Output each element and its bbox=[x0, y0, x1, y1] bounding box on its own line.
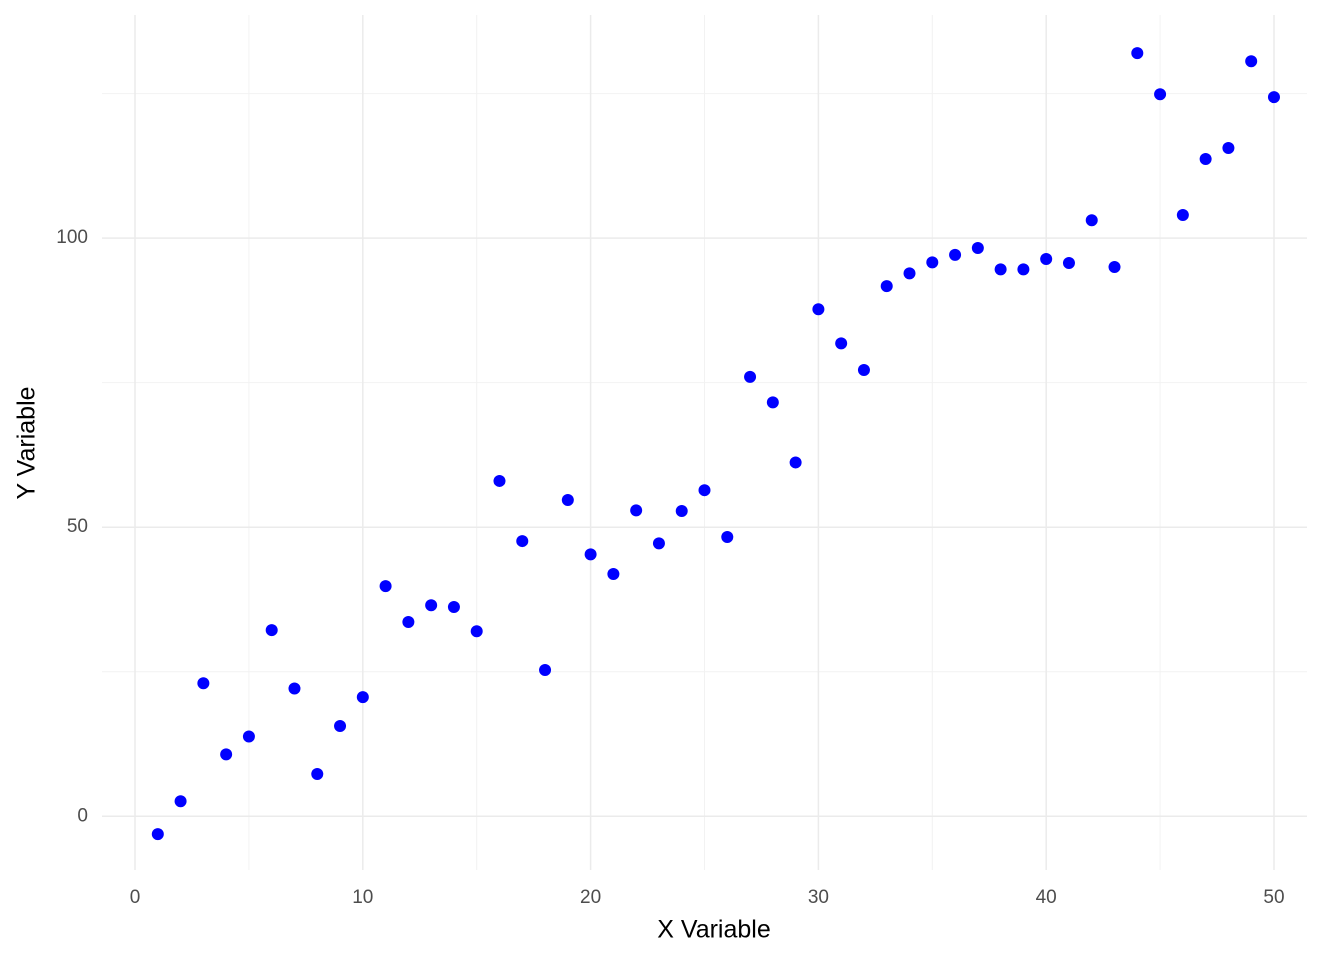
marks bbox=[151, 47, 1280, 841]
point bbox=[949, 248, 962, 261]
x-tick-label: 50 bbox=[1263, 887, 1284, 908]
point bbox=[356, 691, 369, 704]
point bbox=[1154, 88, 1167, 101]
point bbox=[174, 795, 187, 808]
point bbox=[334, 720, 347, 733]
point bbox=[197, 677, 210, 690]
point bbox=[1245, 55, 1258, 68]
point bbox=[470, 625, 483, 638]
point bbox=[766, 396, 779, 409]
point bbox=[1176, 209, 1189, 222]
point bbox=[1017, 263, 1030, 276]
point bbox=[242, 730, 255, 743]
x-tick-label: 10 bbox=[352, 887, 373, 908]
grid bbox=[102, 15, 1307, 870]
point bbox=[789, 456, 802, 469]
point bbox=[812, 303, 825, 316]
point bbox=[721, 531, 734, 544]
point bbox=[857, 363, 870, 376]
x-tick-label: 30 bbox=[808, 887, 829, 908]
point bbox=[1040, 252, 1053, 265]
point bbox=[1199, 152, 1212, 165]
point bbox=[1222, 141, 1235, 154]
point bbox=[652, 537, 665, 550]
x-tick-label: 20 bbox=[580, 887, 601, 908]
point bbox=[1108, 261, 1121, 274]
x-tick-label: 0 bbox=[130, 887, 141, 908]
point bbox=[994, 263, 1007, 276]
point bbox=[516, 535, 529, 548]
point bbox=[311, 768, 324, 781]
point bbox=[1085, 214, 1098, 227]
point bbox=[151, 828, 164, 841]
point bbox=[675, 505, 688, 518]
point bbox=[288, 682, 301, 695]
x-tick-label: 40 bbox=[1036, 887, 1057, 908]
point bbox=[402, 615, 415, 628]
point bbox=[698, 484, 711, 497]
point bbox=[926, 256, 939, 269]
point bbox=[425, 599, 438, 612]
point bbox=[903, 267, 916, 280]
point bbox=[379, 580, 392, 593]
point bbox=[630, 504, 643, 517]
y-tick-label: 50 bbox=[67, 516, 88, 537]
point bbox=[539, 663, 552, 676]
y-axis-title: Y Variable bbox=[13, 386, 41, 499]
point bbox=[220, 748, 233, 761]
point bbox=[1131, 47, 1144, 60]
point bbox=[265, 624, 278, 637]
point bbox=[1267, 91, 1280, 104]
point bbox=[744, 370, 757, 383]
y-tick-label: 0 bbox=[77, 805, 88, 826]
point bbox=[493, 474, 506, 487]
x-axis-title: X Variable bbox=[657, 916, 771, 944]
point bbox=[584, 548, 597, 561]
point bbox=[1062, 257, 1075, 270]
point bbox=[835, 337, 848, 350]
point bbox=[447, 600, 460, 613]
y-tick-label: 100 bbox=[56, 227, 88, 248]
point bbox=[561, 494, 574, 507]
point bbox=[880, 280, 893, 293]
point bbox=[971, 241, 984, 254]
point bbox=[607, 568, 620, 581]
